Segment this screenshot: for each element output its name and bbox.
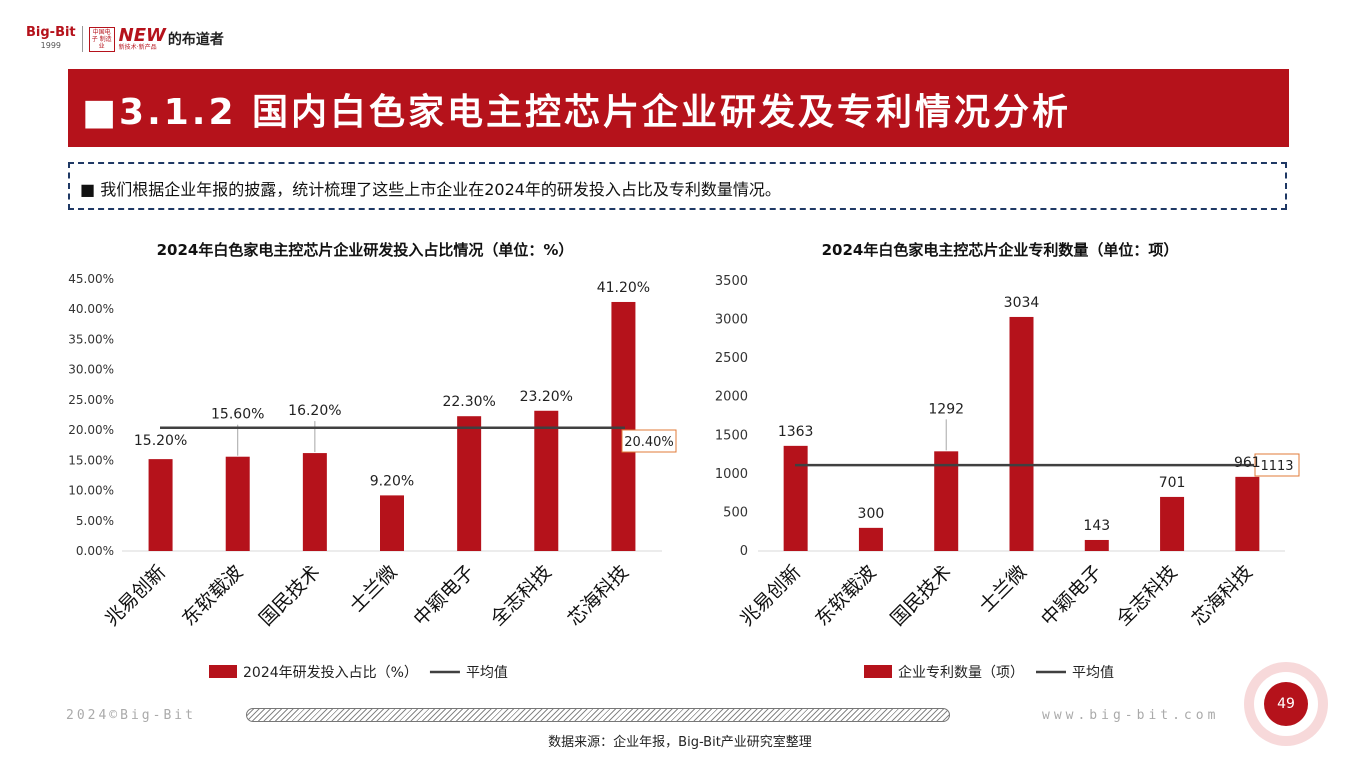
page-number-badge: 49 [1244,662,1328,746]
chart-2-y-tick-label: 1500 [715,428,748,443]
chart-2-bar [1084,539,1109,551]
chart-1-value-label: 16.20% [288,403,341,419]
chart-2-y-tick-label: 2500 [715,351,748,366]
chart-1-legend-average-label: 平均值 [466,665,508,681]
chart-1-category-label: 兆易创新 [101,561,170,630]
chart-2-value-label: 961 [1234,455,1261,471]
page-number: 49 [1264,682,1308,726]
chart-2-value-label: 300 [858,506,885,522]
chart-1-bar [457,416,482,551]
chart-2-y-tick-label: 2000 [715,390,748,405]
chart-2-value-label: 701 [1159,475,1186,491]
logo-year: 1999 [40,41,61,50]
chart-1-bar [148,459,173,551]
chart-2-category-label: 兆易创新 [736,561,805,630]
page-title: ■3.1.2 国内白色家电主控芯片企业研发及专利情况分析 [82,92,1072,133]
chart-1-legend-series-label: 2024年研发投入占比（%） [243,665,418,681]
chart-2-category-label: 国民技术 [886,561,955,630]
chart-1-y-tick-label: 35.00% [68,332,114,346]
chart-2-y-tick-label: 3000 [715,313,748,328]
chart-2-legend-series-label: 企业专利数量（项） [898,664,1024,681]
logo-brand-text: Big-Bit [26,25,76,40]
logo-new-text: NEW [118,24,166,46]
logo-new: NEW 新技术·新产品 [118,24,166,51]
chart-1-y-tick-label: 45.00% [68,272,114,286]
data-source: 数据来源：企业年报，Big-Bit产业研究室整理 [548,735,812,750]
chart-2-y-tick-label: 0 [740,544,748,559]
footer-website[interactable]: www.big-bit.com [1042,708,1220,723]
chart-1-value-label: 23.20% [520,389,573,405]
chart-1-y-tick-label: 10.00% [68,484,114,498]
chart-2-category-label: 芯海科技 [1188,561,1257,630]
chart-1-y-tick-label: 40.00% [68,302,114,316]
chart-2-value-label: 143 [1083,518,1110,534]
chart-2-category-label: 全志科技 [1112,561,1181,630]
chart-2-bar [1009,316,1034,551]
chart-2-legend-bar-swatch [864,665,892,678]
chart-1-bar [380,495,404,551]
chart-2-bar [1235,476,1260,551]
chart-2-average-label: 1113 [1260,459,1293,474]
chart-1-bar [534,410,559,551]
chart-2-value-label: 1292 [928,401,964,417]
title-bar: ■3.1.2 国内白色家电主控芯片企业研发及专利情况分析 [68,69,1289,147]
chart-2-average-callout-box [1254,453,1300,477]
chart-1-category-label: 东软载波 [178,561,247,630]
logo-divider [81,26,83,52]
logo-name: 的布道者 [167,32,224,48]
chart-1-bar [302,453,327,551]
chart-1-title: 2024年白色家电主控芯片企业研发投入占比情况（单位：%） [157,241,574,259]
chart-1-value-label: 9.20% [370,473,414,489]
chart-1-y-tick-label: 25.00% [68,393,114,407]
chart-2-value-label: 1363 [778,424,814,440]
logo-new-sub: 新技术·新产品 [118,43,157,51]
chart-2-value-label: 3034 [1004,295,1040,311]
chart-2-bar [783,445,808,551]
chart-2-y-tick-label: 500 [723,505,748,520]
chart-2-category-label: 士兰微 [975,561,1031,617]
chart-2-category-label: 中颖电子 [1037,561,1106,630]
chart-1-bar [225,456,250,551]
chart-2-category-label: 东软载波 [811,561,880,630]
chart-1-category-label: 全志科技 [487,561,556,630]
chart-1-category-label: 芯海科技 [564,561,633,630]
chart-2-legend-average-label: 平均值 [1072,665,1114,681]
chart-1-y-tick-label: 5.00% [76,514,114,528]
chart-2-title: 2024年白色家电主控芯片企业专利数量（单位：项） [822,241,1179,259]
chart-2-y-tick-label: 1000 [715,467,748,482]
chart-1-y-tick-label: 30.00% [68,363,114,377]
chart-1-average-callout-box [621,429,677,453]
chart-1-y-tick-label: 0.00% [76,544,114,558]
footer-copyright: 2024©Big-Bit [66,708,196,723]
note-box: ■ 我们根据企业年报的披露，统计梳理了这些上市企业在2024年的研发投入占比及专… [68,162,1287,210]
chart-1-value-label: 22.30% [442,394,495,410]
chart-1-value-label: 15.20% [134,433,187,449]
chart-2-bar [1160,496,1185,551]
chart-1-category-label: 士兰微 [346,561,402,617]
note-text: ■ 我们根据企业年报的披露，统计梳理了这些上市企业在2024年的研发投入占比及专… [80,180,781,199]
chart-1-value-label: 41.20% [597,280,650,296]
chart-1-y-tick-label: 20.00% [68,423,114,437]
chart-1-category-label: 中颖电子 [409,561,478,630]
chart-2-bar [858,527,883,551]
chart-1-category-label: 国民技术 [255,561,324,630]
chart-2-y-tick-label: 3500 [715,274,748,289]
chart-1-y-tick-label: 15.00% [68,453,114,467]
brand-logo: Big-Bit 1999 中国电子 制造业 NEW 新技术·新产品 的布道者 [26,24,224,54]
chart-1-value-label: 15.60% [211,407,264,423]
logo-bigbit: Big-Bit 1999 [26,26,76,52]
chart-1-legend-bar-swatch [209,665,237,678]
logo-box: 中国电子 制造业 [88,26,115,52]
footer-hatch-bar [246,708,950,722]
chart-1-average-label: 20.40% [624,435,674,450]
chart-2-bar [934,451,959,551]
